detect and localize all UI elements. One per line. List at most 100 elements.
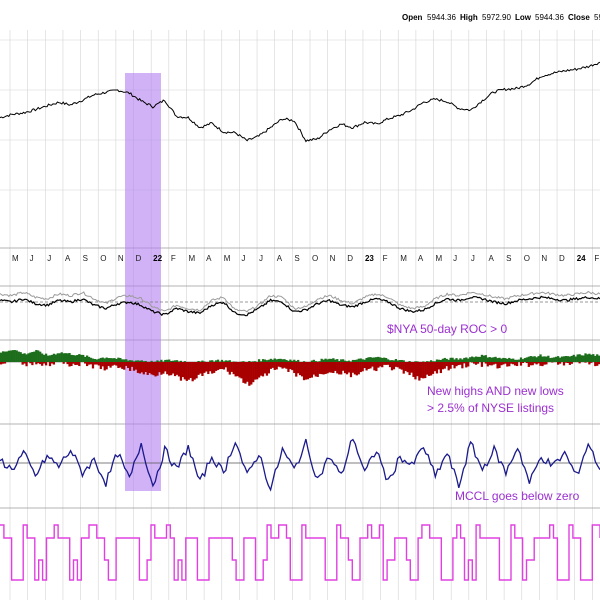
bar-new-high-224 — [437, 359, 441, 362]
bar-new-low-135 — [263, 362, 267, 374]
bar-new-low-99 — [193, 362, 196, 380]
bar-new-low-40 — [78, 362, 81, 367]
bar-new-low-84 — [164, 362, 167, 372]
bar-new-low-63 — [123, 362, 126, 370]
bar-new-high-18 — [35, 350, 38, 362]
bar-new-high-234 — [457, 359, 460, 362]
bar-new-high-223 — [435, 359, 439, 362]
bar-new-high-64 — [125, 359, 128, 362]
bar-new-low-255 — [498, 362, 501, 369]
bar-new-high-83 — [162, 361, 165, 362]
bar-new-high-209 — [408, 361, 411, 362]
bar-new-low-223 — [435, 362, 439, 374]
bar-new-low-51 — [99, 362, 102, 370]
bar-new-high-87 — [170, 360, 173, 362]
axis-label-5: O — [100, 254, 106, 263]
bar-new-low-59 — [115, 362, 118, 366]
bar-new-low-48 — [93, 362, 97, 365]
bar-new-high-141 — [275, 359, 278, 362]
bar-new-low-264 — [515, 362, 519, 367]
bar-new-low-226 — [441, 362, 444, 370]
bar-new-high-262 — [512, 358, 515, 362]
bar-new-low-151 — [295, 362, 298, 377]
bar-new-low-105 — [205, 362, 208, 372]
bar-new-high-119 — [232, 361, 235, 362]
time-axis: M J J A S O N D 22 F M A M J J A S O N D 23 F M A M J J A S O N D 24 F — [12, 254, 599, 263]
bar-new-high-20 — [39, 351, 42, 362]
bar-new-low-144 — [281, 362, 284, 369]
bar-new-low-183 — [357, 362, 360, 375]
bar-new-high-26 — [50, 354, 54, 362]
bar-new-high-114 — [222, 361, 226, 362]
series-signal — [0, 524, 600, 581]
bar-new-low-239 — [467, 362, 470, 367]
bar-new-low-275 — [537, 362, 540, 364]
ohlc-header: Open 5944.36 High 5972.90 Low 5944.36 Cl… — [402, 13, 600, 22]
bar-new-high-135 — [263, 359, 267, 362]
bar-new-high-53 — [103, 358, 106, 362]
bar-new-low-168 — [328, 362, 331, 373]
axis-label-18: N — [330, 254, 336, 263]
bar-new-low-209 — [408, 362, 411, 376]
bar-new-high-117 — [228, 360, 231, 362]
bar-new-low-222 — [433, 362, 437, 372]
bar-new-high-249 — [486, 357, 489, 362]
bar-new-high-275 — [537, 356, 540, 362]
annotation-hilo-line2: > 2.5% of NYSE listings — [427, 401, 554, 415]
bar-new-high-179 — [349, 361, 353, 362]
bar-new-low-127 — [248, 362, 251, 386]
bar-new-high-4 — [7, 350, 11, 362]
bar-new-high-187 — [365, 357, 368, 362]
bar-new-low-16 — [31, 362, 34, 366]
bar-new-low-80 — [156, 362, 159, 376]
bar-new-low-175 — [342, 362, 345, 371]
bar-new-low-193 — [377, 362, 380, 368]
bar-new-low-113 — [220, 362, 224, 369]
bar-new-high-86 — [168, 359, 171, 362]
bar-new-high-287 — [560, 356, 564, 362]
bar-new-low-213 — [416, 362, 419, 377]
bar-new-high-46 — [89, 357, 93, 362]
bar-new-low-78 — [152, 362, 155, 376]
bar-new-low-304 — [594, 362, 597, 367]
bar-new-low-179 — [349, 362, 353, 378]
bar-new-low-244 — [476, 362, 480, 364]
bar-new-high-248 — [484, 355, 487, 362]
bar-new-high-267 — [521, 359, 525, 362]
bar-new-low-101 — [197, 362, 200, 375]
bar-new-high-244 — [476, 356, 480, 362]
bar-new-low-90 — [175, 362, 179, 375]
bar-new-high-55 — [107, 358, 110, 362]
bar-new-low-140 — [273, 362, 276, 370]
bar-new-low-21 — [41, 362, 44, 366]
bar-new-high-39 — [76, 354, 79, 362]
bar-new-high-91 — [177, 361, 181, 362]
bar-new-low-92 — [179, 362, 183, 381]
bar-new-high-277 — [541, 356, 544, 362]
bar-new-low-290 — [566, 362, 570, 364]
axis-label-4: S — [83, 254, 88, 263]
bar-new-high-161 — [314, 361, 317, 362]
bar-new-high-229 — [447, 359, 450, 362]
bar-new-low-22 — [42, 362, 46, 364]
bar-new-high-162 — [316, 361, 319, 362]
bar-new-low-261 — [510, 362, 513, 364]
bar-new-low-227 — [443, 362, 446, 369]
bar-new-low-74 — [144, 362, 147, 373]
bar-new-low-75 — [146, 362, 149, 375]
bar-new-low-69 — [134, 362, 138, 370]
bar-new-high-233 — [455, 358, 458, 362]
bar-new-high-74 — [144, 360, 147, 362]
bar-new-high-259 — [506, 358, 509, 362]
bar-new-high-88 — [171, 360, 175, 362]
roc-panel — [0, 290, 600, 317]
bar-new-high-15 — [29, 352, 32, 362]
annotation-hilo-line1: New highs AND new lows — [427, 384, 564, 398]
bar-new-high-6 — [11, 350, 14, 362]
bar-new-low-214 — [418, 362, 421, 381]
bar-new-low-260 — [508, 362, 511, 367]
bar-new-high-37 — [72, 355, 75, 362]
bar-new-high-49 — [95, 359, 99, 362]
bar-new-low-119 — [232, 362, 235, 375]
bar-new-high-35 — [68, 352, 71, 362]
